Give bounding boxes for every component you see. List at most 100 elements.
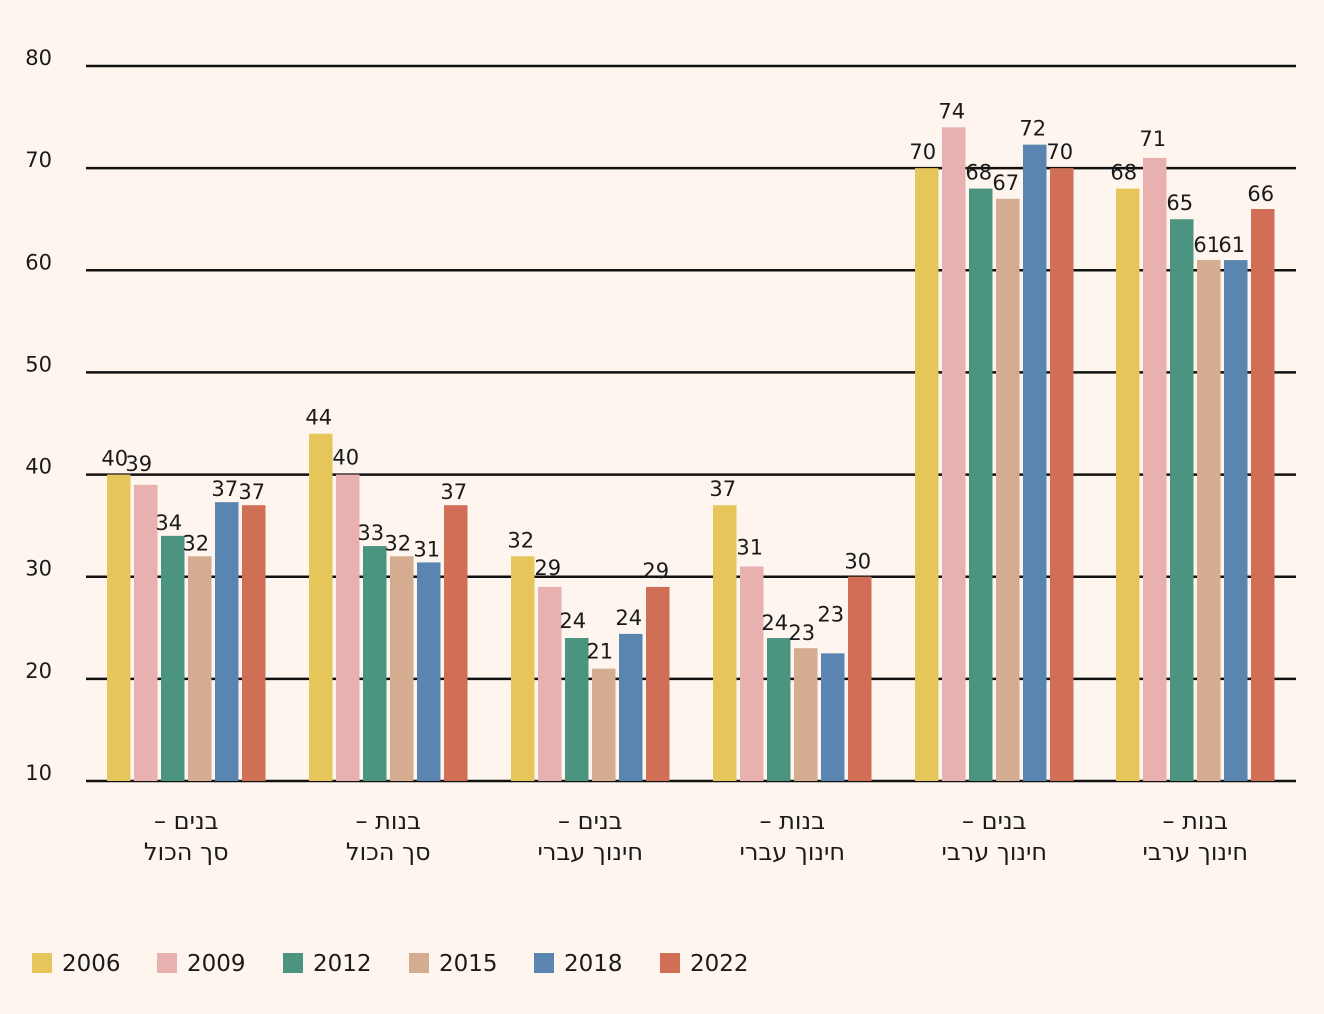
data-label: 67: [992, 171, 1019, 195]
data-label: 70: [909, 140, 936, 164]
bar: [161, 535, 185, 781]
y-axis-ticks: 10 20 30 40 50 60 70 80: [25, 46, 52, 785]
data-label: 29: [642, 559, 669, 583]
bar: [740, 566, 764, 781]
bar: [417, 562, 441, 781]
bar: [848, 576, 872, 781]
data-label: 24: [615, 606, 642, 630]
y-tick-label: 10: [25, 761, 52, 785]
data-label: 37: [440, 480, 467, 504]
category-label: בנות –: [760, 807, 825, 835]
data-label: 24: [761, 611, 788, 635]
category-label: סך הכול: [144, 838, 229, 866]
data-label: 21: [586, 640, 613, 664]
data-label: 34: [155, 511, 182, 535]
bar: [444, 505, 468, 781]
legend-label: 2018: [564, 951, 623, 977]
bar: [215, 502, 239, 781]
bar: [363, 546, 387, 781]
bar: [309, 433, 333, 781]
legend-label: 2022: [690, 951, 749, 977]
bar: [1143, 157, 1167, 781]
bar: [242, 505, 266, 781]
data-label: 29: [534, 556, 561, 580]
bar: [1224, 260, 1248, 782]
data-label: 68: [965, 161, 992, 185]
bar: [511, 556, 535, 781]
bar: [713, 505, 737, 781]
data-label: 37: [211, 477, 238, 501]
y-tick-label: 60: [25, 250, 52, 274]
legend-swatch: [32, 953, 52, 973]
bar: [1251, 209, 1275, 781]
data-label: 40: [332, 446, 359, 470]
bar: [1023, 144, 1047, 781]
data-label: 23: [817, 602, 844, 626]
data-label: 39: [125, 452, 152, 476]
y-tick-label: 50: [25, 352, 52, 376]
bar: [996, 198, 1020, 782]
bar: [646, 586, 670, 781]
data-label: 74: [938, 99, 965, 123]
legend-swatch: [409, 953, 429, 973]
data-label: 61: [1218, 233, 1245, 257]
data-label: 66: [1247, 182, 1274, 206]
y-tick-label: 70: [25, 148, 52, 172]
data-label: 72: [1019, 117, 1046, 141]
bar: [538, 586, 562, 781]
data-label: 31: [736, 536, 763, 560]
category-labels: בנים – סך הכול בנות – סך הכול בנים – חינוך עב…: [144, 807, 1248, 866]
data-label: 71: [1139, 127, 1166, 151]
category-label: בנות –: [1163, 807, 1228, 835]
data-label: 40: [101, 447, 128, 471]
data-label: 32: [507, 528, 534, 552]
category-label: סך הכול: [346, 838, 431, 866]
legend-swatch: [660, 953, 680, 973]
bar: [1170, 219, 1194, 781]
bar: [794, 648, 818, 781]
legend-label: 2015: [439, 951, 498, 977]
data-label: 32: [384, 531, 411, 555]
category-label: בנות –: [356, 807, 421, 835]
data-label: 31: [413, 537, 440, 561]
data-label: 37: [709, 477, 736, 501]
legend-swatch: [283, 953, 303, 973]
data-label: 61: [1193, 233, 1220, 257]
bar: [1116, 188, 1140, 782]
data-label: 33: [357, 521, 384, 545]
legend-label: 2012: [313, 951, 372, 977]
category-label: בנים –: [154, 807, 218, 835]
bar: [565, 638, 589, 781]
data-label: 23: [788, 621, 815, 645]
category-label: בנים –: [962, 807, 1026, 835]
bars: [107, 127, 1275, 782]
bar: [969, 188, 993, 782]
bar: [336, 474, 360, 781]
category-label: חינוך עברי: [739, 838, 845, 866]
bar: [942, 127, 966, 782]
data-label: 44: [305, 406, 332, 430]
y-tick-label: 40: [25, 455, 52, 479]
bar: [134, 484, 158, 781]
bar: [188, 556, 212, 781]
y-tick-label: 30: [25, 557, 52, 581]
bar: [390, 556, 414, 781]
y-tick-label: 20: [25, 659, 52, 683]
data-label: 70: [1046, 140, 1073, 164]
data-label: 68: [1110, 161, 1137, 185]
bar: [592, 668, 616, 781]
bar: [619, 633, 643, 781]
data-label: 65: [1166, 191, 1193, 215]
legend-swatch: [157, 953, 177, 973]
legend-label: 2006: [62, 951, 121, 977]
legend: 2006 2009 2012 2015 2018 2022: [32, 951, 749, 977]
bar: [1050, 168, 1074, 782]
bar: [107, 474, 131, 781]
category-label: חינוך ערבי: [941, 838, 1047, 866]
y-tick-label: 80: [25, 46, 52, 70]
bar: [915, 168, 939, 782]
data-label: 30: [844, 550, 871, 574]
data-label: 37: [238, 480, 265, 504]
category-label: חינוך ערבי: [1142, 838, 1248, 866]
